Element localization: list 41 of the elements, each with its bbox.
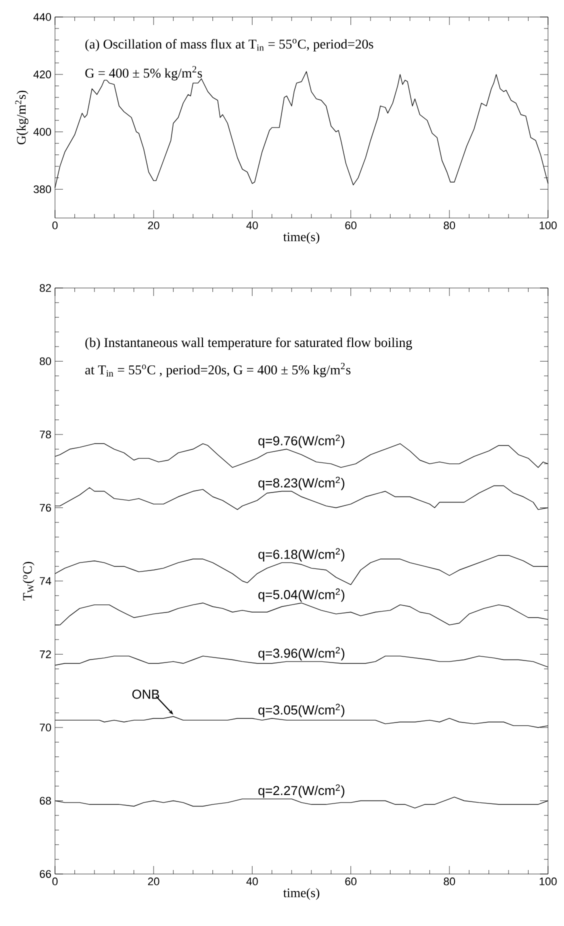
series-label: q=8.23(W/cm$^{2}$)	[258, 476, 344, 490]
x-tick-label: 40	[246, 222, 258, 230]
y-tick-label: 420	[33, 70, 52, 78]
x-axis-title: time(s)	[283, 888, 320, 900]
y-tick-label: 82	[40, 284, 51, 292]
x-tick-label: 20	[148, 878, 160, 886]
x-tick-label: 80	[444, 222, 456, 230]
series-label: q=3.96(W/cm$^{2}$)	[258, 647, 344, 660]
y-tick-label: 76	[40, 504, 51, 512]
x-tick-label: 60	[345, 878, 356, 886]
y-tick-label: 66	[40, 870, 51, 878]
y-tick-label: 80	[40, 357, 52, 366]
y-axis-title: G(kg/m$^{2}$s)	[15, 90, 28, 144]
text: G = 400 ± 5% kg/m$^{2}$s	[85, 66, 202, 80]
series-label: q=9.76(W/cm$^{2}$)	[258, 434, 344, 448]
x-tick-label: 80	[444, 878, 456, 886]
y-tick-label: 380	[34, 185, 52, 194]
x-tick-label: 20	[148, 222, 160, 230]
x-tick-label: 100	[540, 878, 557, 886]
y-tick-label: 400	[33, 128, 52, 136]
x-tick-label: 100	[540, 222, 557, 230]
x-tick-label: 0	[52, 222, 58, 230]
y-tick-label: 440	[33, 13, 52, 21]
x-tick-label: 40	[246, 878, 258, 886]
series-label: q=3.05(W/cm$^{2}$)	[258, 704, 344, 718]
y-tick-label: 72	[40, 650, 51, 658]
y-tick-label: 70	[40, 724, 52, 732]
annotation: ONB	[132, 690, 160, 699]
text: (b) Instantaneous wall temperature for saturated flow boiling	[85, 337, 412, 350]
x-tick-label: 0	[52, 878, 58, 886]
y-tick-label: 78	[40, 430, 51, 438]
series-label: q=5.04(W/cm$^{2}$)	[258, 588, 344, 602]
text: (a) Oscillation of mass flux at T$_{in}$ = 55$^{o}$C, period=20s	[85, 38, 374, 52]
y-tick-label: 74	[40, 577, 52, 585]
x-tick-label: 60	[345, 222, 356, 230]
y-tick-label: 68	[40, 796, 51, 805]
series-label: q=6.18(W/cm$^{2}$)	[258, 548, 344, 562]
text: at T$_{in}$ = 55$^{o}$C , period=20s, G = 400 ± 5% kg/m$^{2}$s	[85, 362, 350, 378]
series-label: q=2.27(W/cm$^{2}$)	[258, 784, 344, 798]
y-axis-title: T$_{W}$($^{o}$C)	[22, 562, 34, 600]
x-axis-title: time(s)	[283, 232, 320, 244]
